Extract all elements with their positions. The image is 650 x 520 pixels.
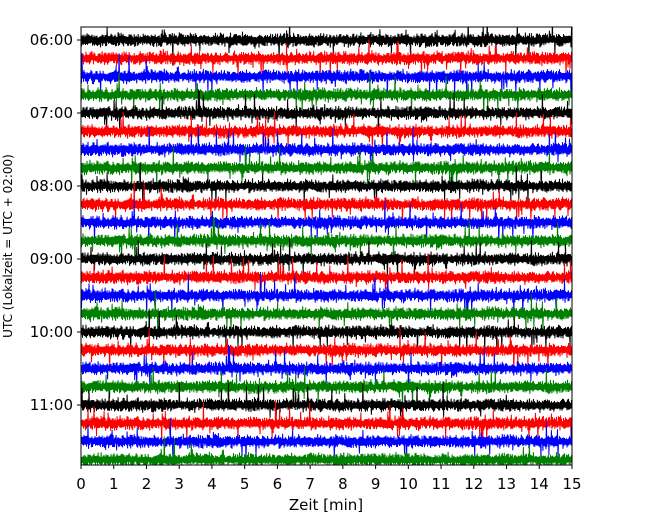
x-tick-label: 13	[497, 475, 516, 493]
trace-1030	[81, 344, 572, 393]
x-tick-label: 12	[464, 475, 483, 493]
x-tick-label: 1	[109, 475, 119, 493]
trace-0700	[81, 89, 572, 137]
trace-0730	[81, 126, 572, 172]
seismogram-traces	[81, 27, 572, 465]
x-tick-label: 5	[240, 475, 250, 493]
trace-0930	[81, 271, 572, 320]
y-tick-label: 08:00	[30, 177, 73, 195]
trace-0600	[81, 27, 572, 66]
x-tick-label: 9	[371, 475, 381, 493]
trace-0645	[81, 72, 572, 119]
trace-0915	[81, 253, 572, 300]
trace-0630	[81, 53, 572, 99]
trace-1045	[81, 366, 572, 411]
x-tick-label: 11	[432, 475, 451, 493]
x-tick-label: 3	[174, 475, 184, 493]
trace-0900	[81, 238, 572, 283]
y-tick-label: 07:00	[30, 104, 73, 122]
trace-0615	[81, 39, 572, 81]
trace-0715	[81, 110, 572, 155]
y-axis-label: UTC (Lokalzeit = UTC + 02:00)	[1, 154, 15, 338]
y-tick-label: 10:00	[30, 323, 73, 341]
trace-0745	[81, 144, 572, 192]
x-tick-label: 2	[142, 475, 152, 493]
x-tick-label: 4	[207, 475, 217, 493]
trace-1130	[81, 417, 572, 462]
x-tick-label: 14	[530, 475, 549, 493]
x-axis-ticks: 0 1 2 3 4 5 6 7 8 9 10 11 12 13 14 15	[76, 465, 582, 493]
trace-0830	[81, 200, 572, 247]
trace-0800	[81, 162, 572, 207]
trace-1145	[81, 436, 572, 465]
trace-0815	[81, 180, 572, 227]
trace-0845	[81, 216, 572, 265]
plot-frame	[80, 26, 573, 466]
trace-1000	[81, 308, 572, 355]
y-tick-label: 06:00	[30, 31, 73, 49]
x-axis-label: Zeit [min]	[289, 496, 363, 514]
trace-0945	[81, 290, 572, 335]
y-tick-label: 11:00	[30, 396, 73, 414]
x-tick-label: 0	[76, 475, 86, 493]
x-tick-label: 6	[273, 475, 283, 493]
x-tick-label: 10	[399, 475, 418, 493]
x-tick-label: 8	[338, 475, 348, 493]
trace-1100	[81, 381, 572, 428]
trace-1015	[81, 327, 572, 374]
x-tick-label: 15	[562, 475, 581, 493]
y-axis-ticks: 06:00 07:00 08:00 09:00 10:00 11:00	[30, 31, 81, 414]
trace-1115	[81, 399, 572, 448]
y-tick-label: 09:00	[30, 250, 73, 268]
x-tick-label: 7	[305, 475, 315, 493]
